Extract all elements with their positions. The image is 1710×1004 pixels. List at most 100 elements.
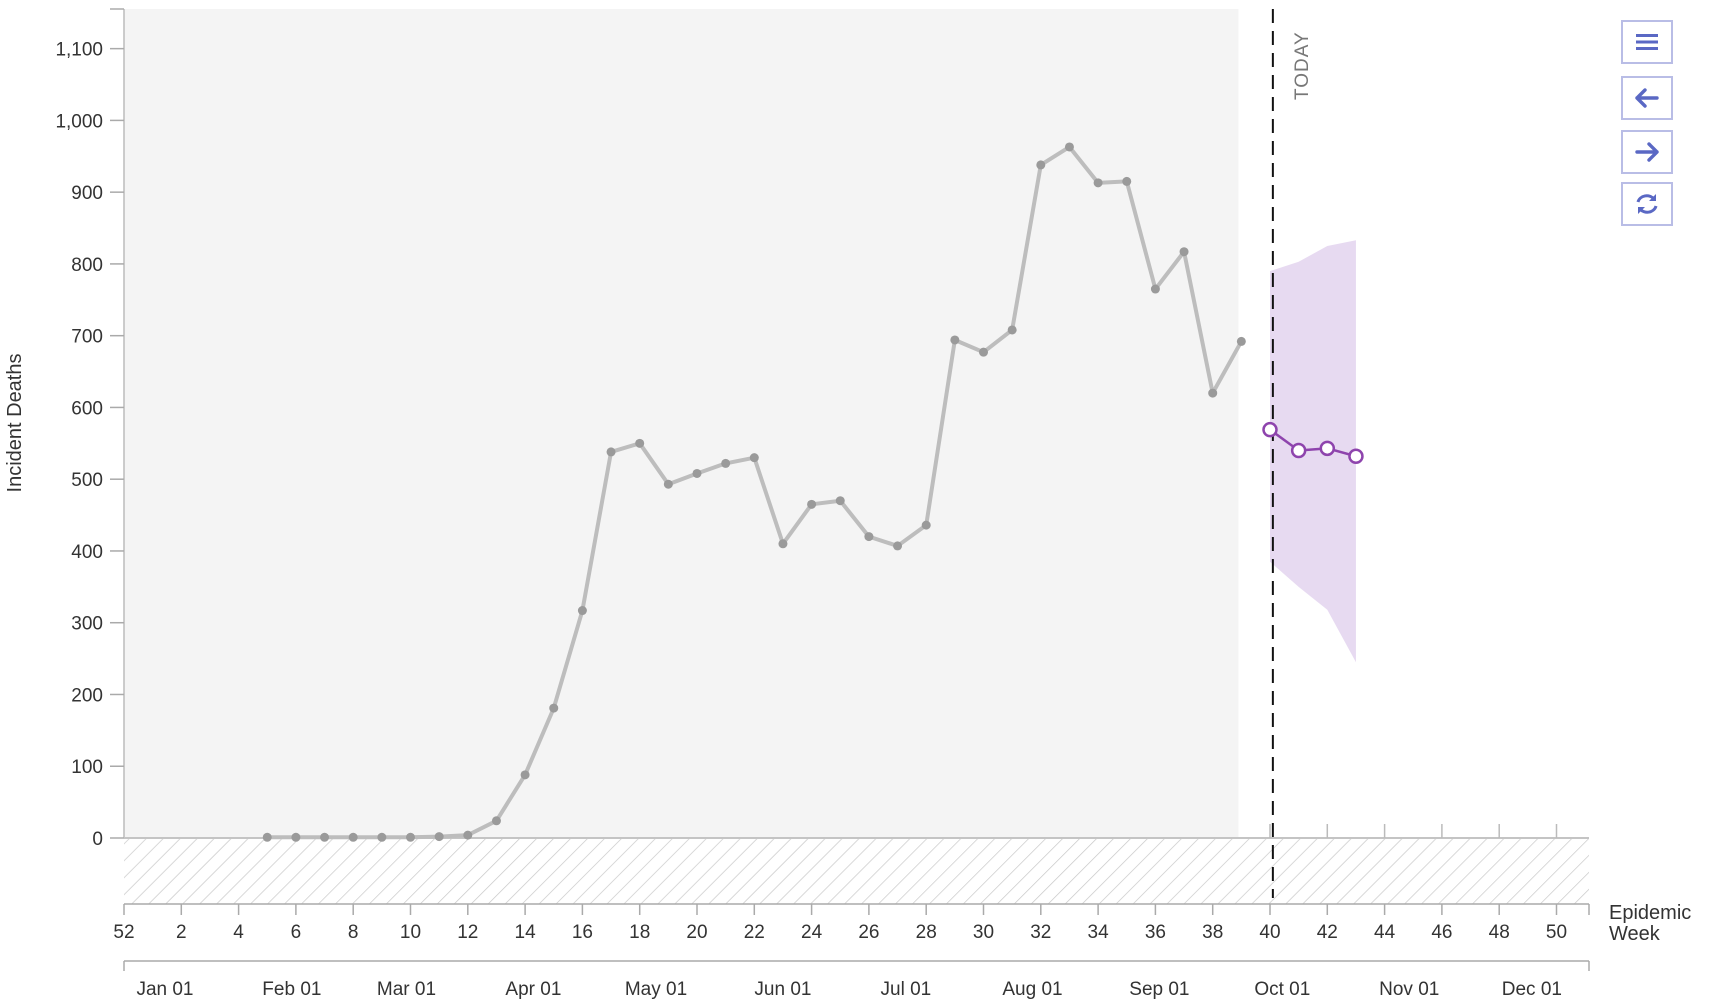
menu-icon <box>1636 34 1658 50</box>
week-tick-label: 12 <box>457 922 478 943</box>
week-tick-label: 40 <box>1259 922 1280 943</box>
week-tick-label: 10 <box>400 922 421 943</box>
week-tick-label: 20 <box>686 922 707 943</box>
observed-point <box>979 347 988 357</box>
week-tick-label: 8 <box>348 922 359 943</box>
y-axis-title: Incident Deaths <box>4 354 26 493</box>
y-tick-label: 700 <box>71 327 103 348</box>
observed-point <box>807 499 817 509</box>
y-tick-label: 800 <box>71 255 103 276</box>
week-tick-label: 22 <box>744 922 765 943</box>
forecast-point <box>1262 421 1278 438</box>
observed-point <box>549 703 559 713</box>
week-tick-label: 16 <box>572 922 593 943</box>
y-tick-label: 900 <box>71 183 103 204</box>
previous-button[interactable] <box>1621 76 1673 120</box>
observed-point <box>721 458 731 468</box>
week-tick-label: 18 <box>629 922 650 943</box>
observed-point <box>377 832 387 842</box>
week-tick-label: 14 <box>515 922 537 943</box>
forecast-point <box>1290 442 1307 459</box>
observed-point <box>577 606 587 616</box>
week-tick-label: 26 <box>858 922 879 943</box>
observed-point <box>406 832 415 842</box>
month-tick-label: Jan 01 <box>136 979 193 1000</box>
observed-point <box>950 335 960 345</box>
month-tick-label: Dec 01 <box>1502 979 1562 1000</box>
month-tick-label: Oct 01 <box>1254 979 1310 1000</box>
observed-point <box>835 496 845 506</box>
month-tick-label: Jul 01 <box>881 979 932 1000</box>
week-tick-label: 48 <box>1489 922 1510 943</box>
negative-region-hatch <box>124 838 1589 904</box>
week-tick-label: 34 <box>1088 922 1110 943</box>
observed-point <box>1208 388 1218 398</box>
observed-point <box>320 832 330 842</box>
month-tick-label: Sep 01 <box>1129 979 1189 1000</box>
forecast-point <box>1348 448 1364 464</box>
observed-point <box>778 539 788 549</box>
observed-point <box>893 541 903 551</box>
observed-point <box>663 479 673 489</box>
observed-point <box>291 832 301 842</box>
observed-period-background <box>124 9 1239 838</box>
observed-point <box>348 832 358 842</box>
observed-point <box>1007 325 1017 335</box>
forecast-interval-band <box>1270 240 1356 663</box>
week-tick-label: 6 <box>291 922 302 943</box>
observed-point <box>635 438 645 448</box>
month-tick-label: Jun 01 <box>754 979 811 1000</box>
observed-point <box>1122 176 1132 186</box>
week-tick-label: 52 <box>113 922 134 943</box>
observed-point <box>692 468 702 478</box>
y-tick-label: 500 <box>71 470 103 491</box>
observed-point <box>463 830 473 840</box>
month-tick-label: Mar 01 <box>377 979 436 1000</box>
observed-point <box>1179 247 1189 257</box>
observed-point <box>491 816 501 826</box>
y-tick-label: 600 <box>71 398 103 419</box>
y-tick-label: 400 <box>71 542 103 563</box>
forecast-line <box>1269 428 1357 458</box>
y-tick-label: 200 <box>71 685 103 706</box>
month-tick-label: Aug 01 <box>1002 979 1062 1000</box>
week-tick-label: 4 <box>233 922 244 943</box>
week-tick-label: 38 <box>1202 922 1223 943</box>
observed-point <box>262 832 272 842</box>
week-tick-label: 42 <box>1317 922 1338 943</box>
month-tick-label: May 01 <box>625 979 687 1000</box>
observed-point <box>606 447 616 457</box>
y-tick-label: 100 <box>71 757 103 778</box>
today-label: TODAY <box>1292 31 1313 100</box>
observed-point <box>1064 142 1074 152</box>
refresh-icon <box>1636 194 1658 214</box>
month-tick-label: Nov 01 <box>1379 979 1439 1000</box>
week-tick-label: 2 <box>176 922 187 943</box>
observed-point <box>1093 178 1103 188</box>
observed-point <box>1036 160 1046 170</box>
arrow-right-icon <box>1635 142 1659 162</box>
arrow-left-icon <box>1635 88 1659 108</box>
observed-point <box>434 832 444 842</box>
week-tick-label: 28 <box>916 922 937 943</box>
next-button[interactable] <box>1621 130 1673 174</box>
week-tick-label: 24 <box>801 922 823 943</box>
month-tick-label: Feb 01 <box>262 979 321 1000</box>
week-tick-label: 50 <box>1546 922 1567 943</box>
observed-point <box>864 532 874 542</box>
observed-point <box>921 520 931 530</box>
forecast-point <box>1319 440 1336 457</box>
y-tick-label: 1,100 <box>55 40 103 61</box>
week-tick-label: 46 <box>1431 922 1452 943</box>
week-tick-label: 44 <box>1374 922 1396 943</box>
month-tick-label: Apr 01 <box>505 979 561 1000</box>
week-tick-label: 36 <box>1145 922 1166 943</box>
week-tick-label: 32 <box>1030 922 1051 943</box>
week-tick-label: 30 <box>973 922 994 943</box>
y-tick-label: 0 <box>92 829 103 850</box>
observed-point <box>749 453 759 463</box>
reset-button[interactable] <box>1621 182 1673 226</box>
observed-point <box>1150 284 1160 294</box>
menu-button[interactable] <box>1621 20 1673 64</box>
